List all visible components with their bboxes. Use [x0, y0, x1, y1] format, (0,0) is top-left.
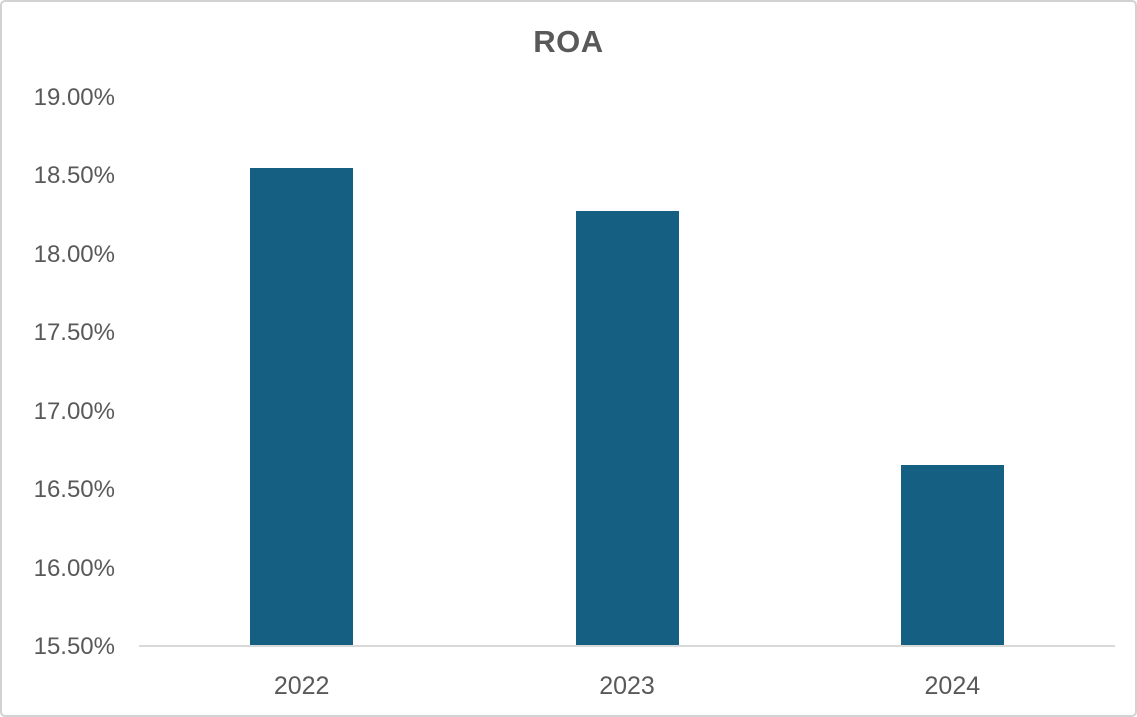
y-axis-tick-label: 16.00% — [33, 554, 115, 582]
y-axis-tick-label: 15.50% — [33, 633, 115, 660]
y-axis-tick-label: 18.00% — [33, 240, 115, 268]
y-axis-tick-label: 19.00% — [33, 84, 115, 111]
y-axis-tick-label: 16.50% — [33, 476, 115, 504]
plot-area — [139, 98, 1115, 647]
chart-title: ROA — [533, 24, 604, 59]
x-axis-label-2023: 2023 — [599, 672, 655, 700]
y-axis-tick-label: 17.50% — [33, 319, 115, 347]
x-axis-label-2024: 2024 — [924, 672, 981, 700]
bar-2022 — [250, 168, 354, 645]
x-axis-label-2022: 2022 — [273, 672, 330, 700]
y-axis-tick-label: 18.50% — [33, 162, 115, 190]
bar-2024 — [900, 465, 1004, 645]
y-axis-tick-label: 17.00% — [33, 397, 115, 425]
bar-2023 — [575, 211, 679, 645]
